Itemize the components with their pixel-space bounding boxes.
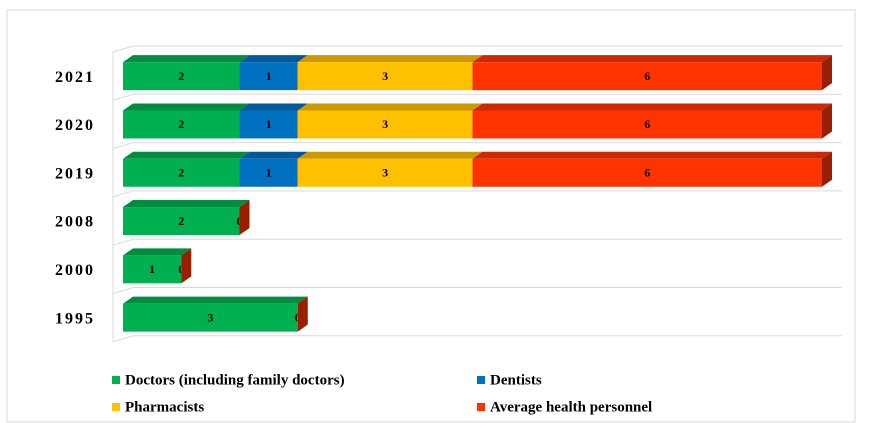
legend-swatch <box>112 403 120 411</box>
data-label: 2 <box>178 166 184 180</box>
bar-top <box>123 200 250 208</box>
legend-swatch <box>477 403 485 411</box>
bar <box>123 110 240 139</box>
bar-top <box>297 151 483 159</box>
data-label: 3 <box>207 310 213 324</box>
data-label: 1 <box>266 166 272 180</box>
bar <box>297 158 473 187</box>
bar-top <box>123 151 250 159</box>
bar-top <box>123 55 250 63</box>
category-label: 2021 <box>55 69 95 86</box>
bar <box>123 207 240 236</box>
data-label: 3 <box>382 117 388 131</box>
gridline <box>112 142 134 150</box>
bar-side <box>822 55 832 91</box>
bar-top <box>297 55 483 63</box>
bar <box>472 62 822 91</box>
gridline <box>112 287 134 294</box>
bar <box>123 158 240 187</box>
bar-top <box>472 151 832 159</box>
legend-label: Pharmacists <box>125 399 204 415</box>
gridline <box>112 238 134 246</box>
category-label: 1995 <box>55 310 95 327</box>
bar-top <box>472 55 832 63</box>
bar <box>239 158 298 187</box>
data-label: 6 <box>644 69 650 83</box>
bar-top <box>239 55 308 63</box>
bar-side <box>181 248 192 284</box>
bar <box>123 62 240 91</box>
data-label: 2 <box>178 69 184 83</box>
bar-side <box>822 103 832 139</box>
bar <box>123 255 182 284</box>
legend-label: Average health personnel <box>490 399 652 415</box>
bar-side <box>297 296 308 332</box>
data-label: 2 <box>178 214 184 228</box>
data-label: 6 <box>644 166 650 180</box>
data-label: 1 <box>149 262 155 276</box>
data-label: 3 <box>382 166 388 180</box>
bar <box>123 303 298 332</box>
bar-top <box>123 248 192 256</box>
bar <box>297 110 473 139</box>
legend-swatch <box>112 376 120 384</box>
gridline <box>112 93 134 101</box>
data-label: 1 <box>266 117 272 131</box>
bar-top <box>472 103 832 111</box>
data-label: 3 <box>382 69 388 83</box>
bar <box>239 110 298 139</box>
data-label: 1 <box>266 69 272 83</box>
bar-side <box>822 151 832 187</box>
legend-swatch <box>477 376 485 384</box>
legend-label: Dentists <box>490 372 542 388</box>
category-label: 2000 <box>55 262 95 279</box>
legend-label: Doctors (including family doctors) <box>125 372 345 388</box>
bar-top <box>239 103 308 111</box>
bar <box>472 110 822 139</box>
bar-top <box>239 151 308 159</box>
bar <box>297 62 473 91</box>
bar-side <box>239 200 250 236</box>
bar-top <box>297 103 483 111</box>
bar <box>472 158 822 187</box>
gridline <box>112 45 134 53</box>
data-label: 2 <box>178 117 184 131</box>
category-label: 2008 <box>55 214 95 231</box>
bar <box>239 62 298 91</box>
bar-top <box>123 103 250 111</box>
gridline <box>112 335 134 343</box>
category-label: 2019 <box>55 165 95 182</box>
category-label: 2020 <box>55 117 95 134</box>
data-label: 6 <box>644 117 650 131</box>
gridline <box>112 190 134 198</box>
bar-top <box>123 296 308 304</box>
